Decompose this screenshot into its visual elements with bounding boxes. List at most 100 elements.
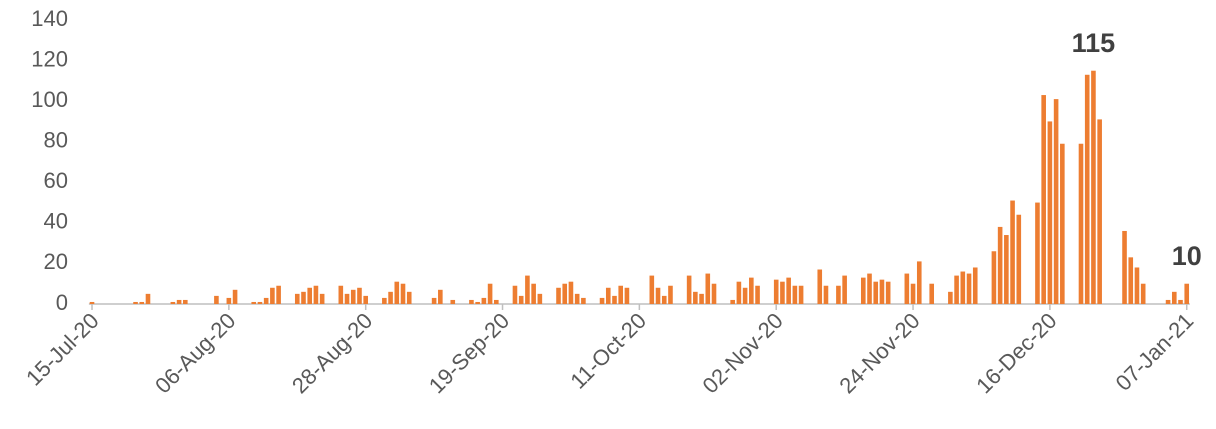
bar (730, 299, 735, 304)
bar (574, 293, 580, 304)
bar (1084, 74, 1090, 305)
bar (649, 275, 655, 304)
bar (481, 297, 487, 304)
bar (301, 291, 306, 304)
bar (581, 297, 586, 304)
bar (1035, 202, 1040, 304)
bar (916, 261, 922, 304)
x-tick-label: 07-Jan-21 (1111, 308, 1199, 396)
bar (1016, 214, 1022, 304)
bar (1004, 235, 1009, 304)
bar (618, 285, 624, 304)
bar (475, 301, 480, 304)
x-tick-label: 11-Oct-20 (565, 308, 651, 394)
bar (518, 295, 524, 304)
bar (910, 283, 916, 304)
y-tick-label: 60 (44, 168, 68, 193)
bar (661, 295, 667, 304)
bar (1047, 121, 1053, 304)
bar (438, 289, 443, 304)
bar (1091, 70, 1096, 304)
bar (1078, 143, 1084, 304)
y-tick-label: 40 (44, 209, 68, 234)
bar (749, 277, 754, 304)
bar (232, 289, 238, 304)
bar (494, 299, 499, 304)
bar (145, 293, 151, 304)
bar (170, 301, 176, 304)
bar (786, 277, 791, 304)
bar (214, 295, 219, 304)
bar (1060, 143, 1065, 304)
bar (350, 289, 356, 304)
bar (363, 295, 368, 304)
bar (842, 275, 847, 304)
bar (89, 301, 95, 304)
bar (382, 297, 387, 304)
bar (960, 271, 966, 304)
bar (537, 293, 543, 304)
bar (736, 281, 742, 304)
bar (319, 293, 325, 304)
bar (972, 267, 978, 304)
y-tick-label: 20 (44, 249, 68, 274)
bar (562, 283, 568, 304)
bar (1041, 95, 1046, 304)
bar (133, 301, 138, 304)
y-tick-label: 80 (44, 128, 68, 153)
bar (1140, 283, 1146, 304)
bar (860, 277, 866, 304)
bar (357, 287, 362, 304)
x-tick-label: 06-Aug-20 (150, 308, 240, 398)
bar (270, 287, 275, 304)
bar (1097, 119, 1102, 305)
bar (780, 281, 785, 304)
x-tick-label: 02-Nov-20 (698, 308, 788, 398)
bar (612, 295, 617, 304)
bar (873, 281, 879, 304)
y-tick-label: 100 (31, 87, 68, 112)
bar (655, 287, 661, 304)
bar (742, 287, 748, 304)
x-tick-label: 24-Nov-20 (834, 308, 924, 398)
bar (755, 285, 760, 304)
bar (1165, 299, 1171, 304)
bar (1184, 283, 1190, 304)
data-label: 115 (1072, 28, 1116, 58)
bar (686, 275, 692, 304)
bar (823, 285, 829, 304)
x-tick-label: 28-Aug-20 (287, 308, 377, 398)
bar (885, 281, 891, 304)
bar (487, 283, 493, 304)
bar (226, 297, 232, 304)
bar (406, 291, 412, 304)
bar (450, 299, 456, 304)
bar (1171, 291, 1177, 304)
bar (705, 273, 711, 304)
bar (836, 285, 841, 304)
data-label: 10 (1172, 241, 1202, 271)
bar (817, 269, 823, 304)
y-tick-label: 140 (31, 6, 68, 31)
x-tick-label: 15-Jul-20 (21, 308, 104, 391)
bar (693, 291, 698, 304)
bar (294, 293, 300, 304)
bar (1122, 230, 1127, 304)
bar (257, 301, 263, 304)
bar (699, 293, 704, 304)
bar (531, 283, 536, 304)
bar (966, 273, 972, 304)
bar (313, 285, 319, 304)
bar (773, 279, 779, 304)
bar (139, 301, 145, 304)
bar (276, 285, 281, 304)
bar (1178, 299, 1183, 304)
bar (997, 226, 1003, 304)
bar (263, 297, 269, 304)
bar (388, 291, 393, 304)
bar (568, 281, 574, 304)
bar (948, 291, 953, 304)
y-tick-label: 0 (56, 290, 68, 315)
bar (605, 287, 611, 304)
